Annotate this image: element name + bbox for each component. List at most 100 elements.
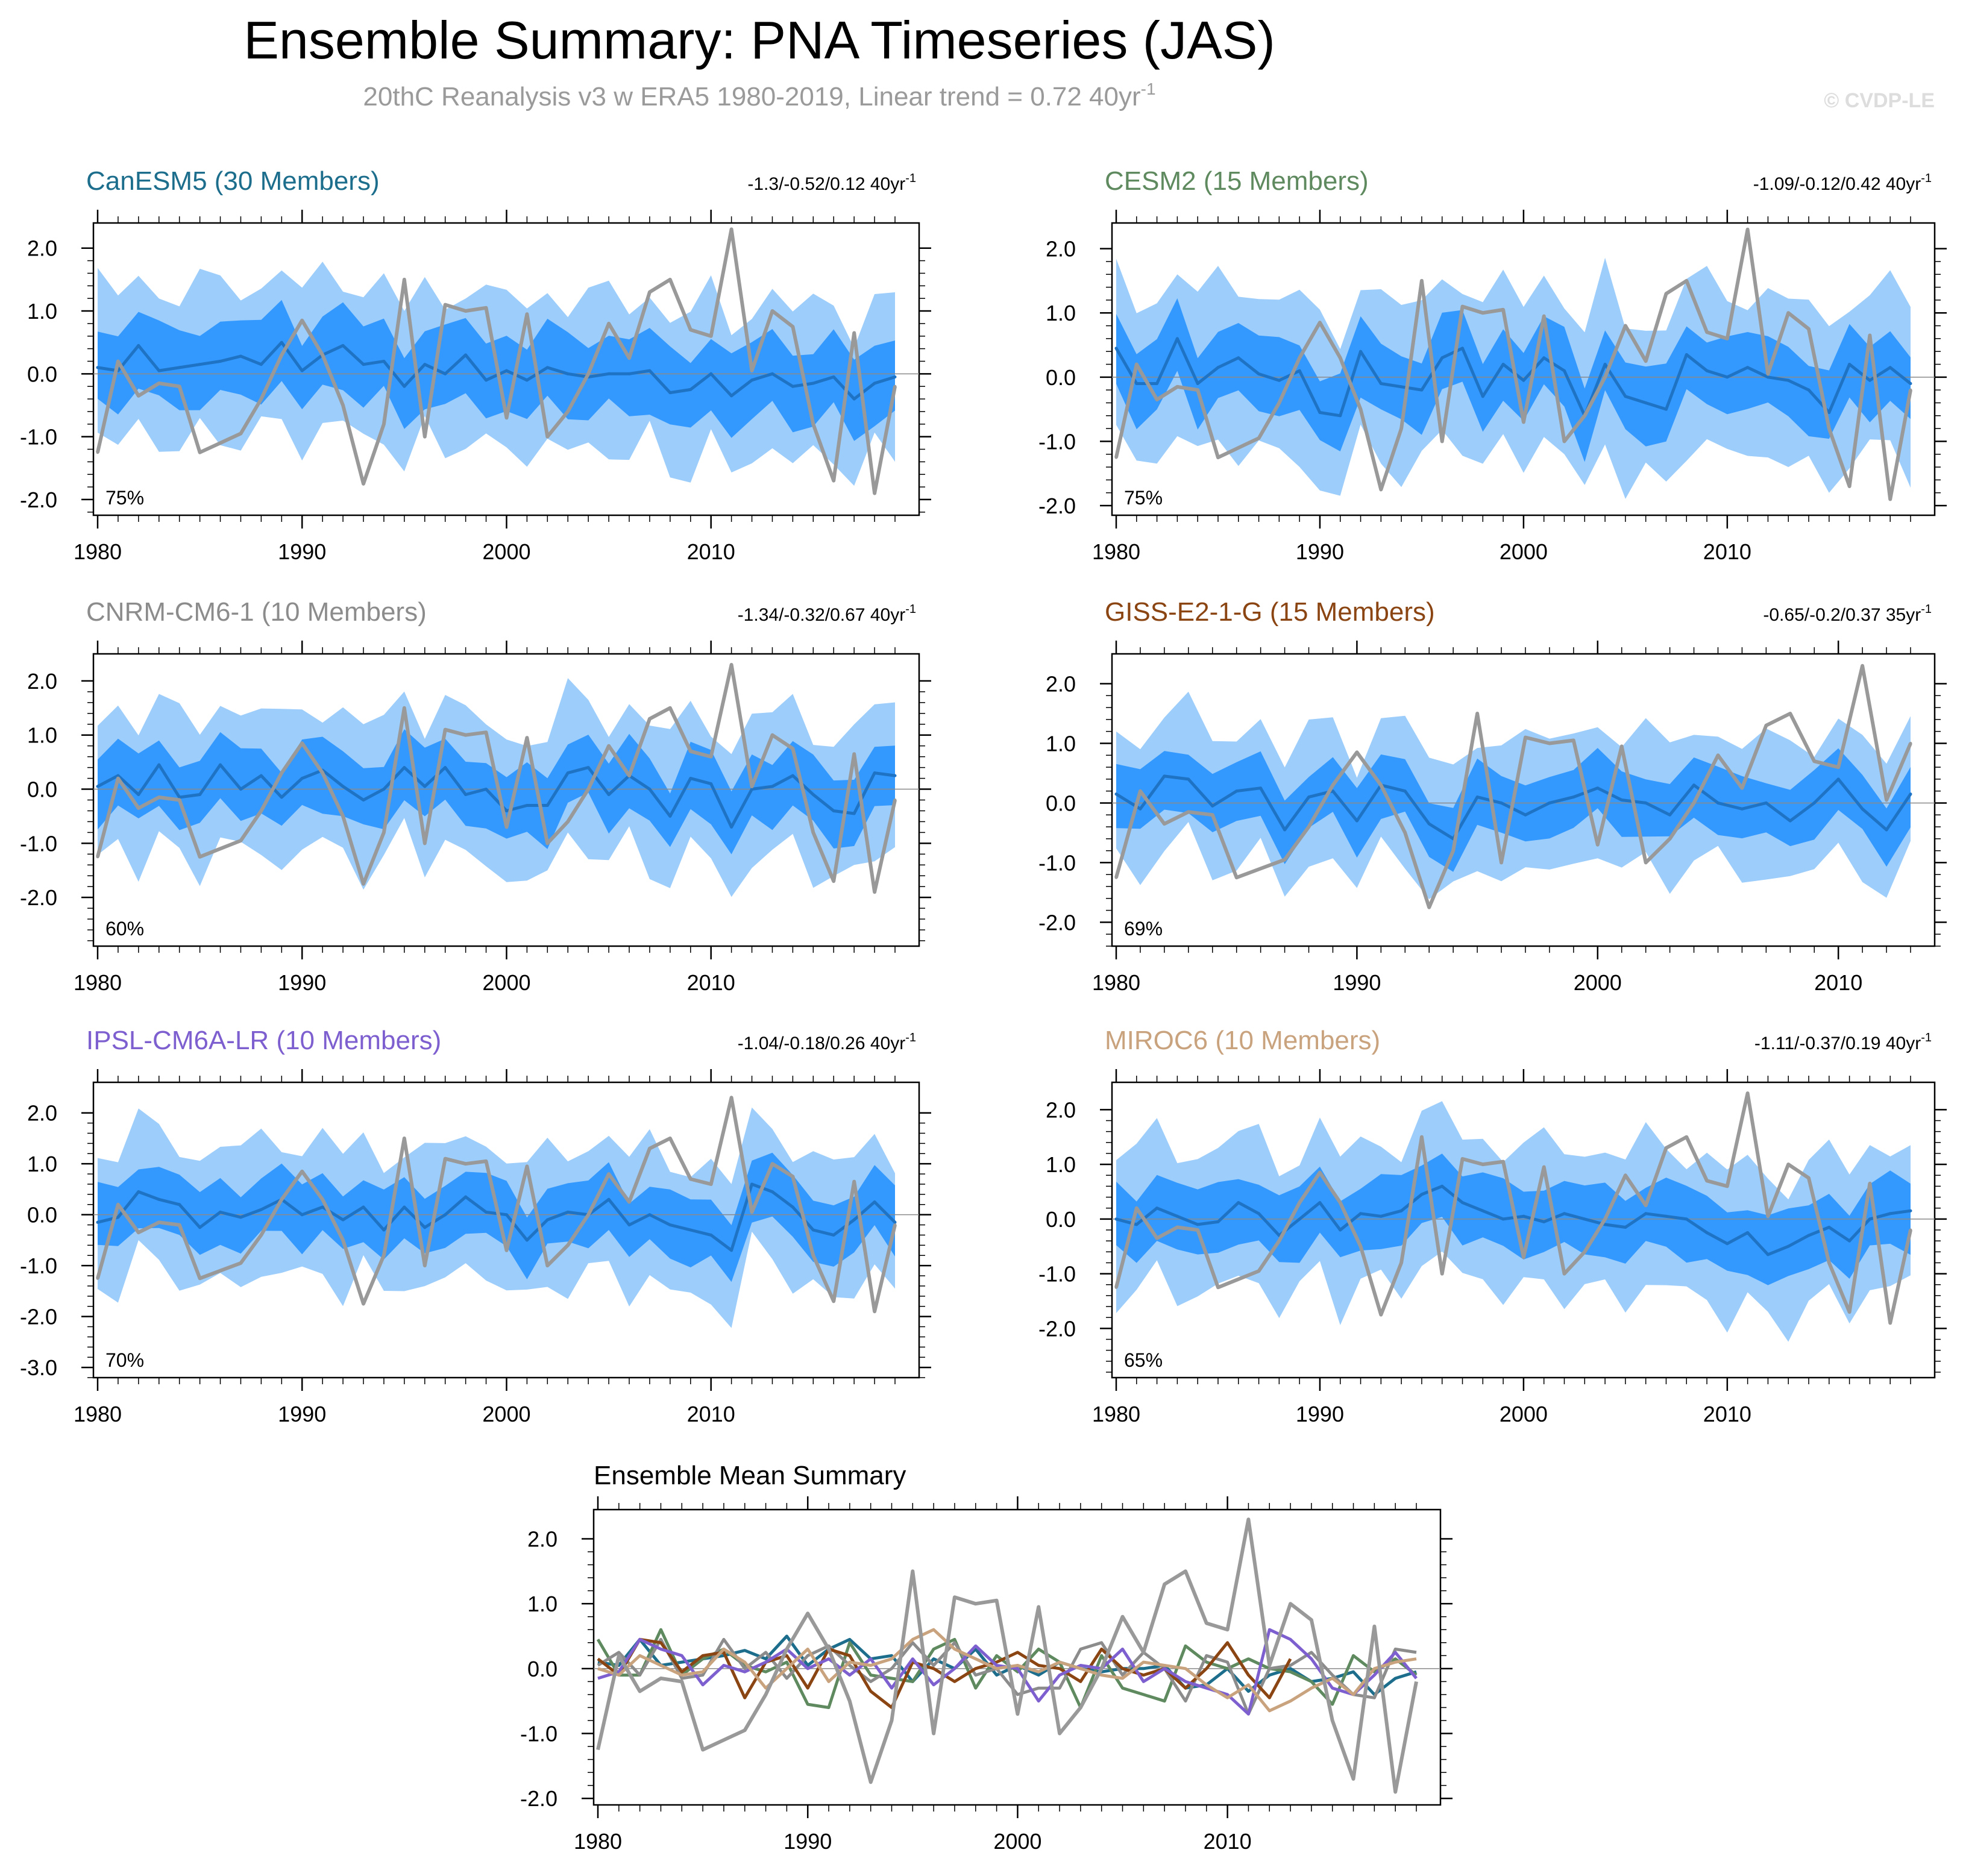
observed-point [1583,414,1586,418]
ensemble-mean-point [198,1226,202,1229]
observed-point [750,369,753,372]
ensemble-mean-point [403,1205,406,1209]
ensemble-mean-point [1861,807,1864,811]
observed-point [1746,228,1750,231]
observed-point [137,806,140,810]
ensemble-mean-point [1644,1212,1648,1216]
observed-point [771,309,774,313]
ensemble-mean-point [1665,407,1668,411]
ensemble-mean-point [545,804,549,807]
observed-point [525,1164,529,1168]
observed-point [709,755,713,759]
y-tick-label: -2.0 [20,885,57,910]
observed-point [1298,356,1301,360]
observed-point [444,303,447,307]
y-tick-label: 2.0 [27,236,57,261]
x-tick-label: 2010 [1814,970,1862,995]
observed-point [1644,861,1648,864]
observed-point [586,788,590,791]
percent-within-label: 75% [105,487,144,509]
ensemble-mean-point [1196,382,1199,385]
trend-label: -1.04/-0.18/0.26 40yr-1 [738,1031,916,1053]
observed-point [1572,739,1575,742]
ensemble-mean-point [1461,347,1464,350]
y-tick-label: 1.0 [1046,731,1076,756]
x-tick-label: 1990 [278,539,326,564]
ensemble-mean-point [1624,1226,1627,1229]
y-tick-label: 0.0 [1046,365,1076,390]
observed-point [1307,825,1310,829]
observed-point [1665,292,1668,295]
ensemble-mean-point [423,1226,427,1229]
observed-point [1155,1237,1159,1240]
ensemble-mean-point [668,391,672,395]
observed-point [382,830,386,834]
panel-cesm2: 2.0 1.0 0.0 -1.0 -2.0 1980 1990 2000 2010 CESM2 (… [1038,166,1947,564]
ensemble-mean-point [1583,1217,1586,1221]
x-tick-label: 2000 [482,970,530,995]
y-tick-label: -1.0 [520,1722,557,1746]
y-tick-label: 2.0 [27,1101,57,1126]
trend-label: -1.3/-0.52/0.12 40yr-1 [747,172,916,194]
ensemble-mean-point [444,372,447,375]
ensemble-mean-point [178,1203,181,1206]
trend-label: -1.09/-0.12/0.42 40yr-1 [1753,172,1932,194]
x-tick-label: 2010 [687,1402,735,1426]
observed-point [1500,861,1503,864]
ensemble-mean-point [1257,1212,1261,1216]
observed-point [1461,1157,1464,1161]
observed-point [1596,843,1600,847]
observed-point [137,394,140,398]
figure-subtitle: 20thC Reanalysis v3 w ERA5 1980-2019, Li… [363,80,1155,111]
ensemble-mean-point [1257,372,1261,375]
observed-point [280,353,283,357]
observed-point [1235,876,1239,879]
observed-point [730,227,733,231]
observed-point [811,1253,815,1257]
ensemble-mean-point [116,1216,120,1219]
ensemble-mean-point [1909,792,1912,796]
observed-point [321,771,324,775]
ensemble-mean-point [1624,395,1627,398]
ensemble-mean-point [1235,789,1239,793]
x-tick-label: 1980 [574,1829,622,1854]
ensemble-mean-point [566,372,570,375]
panel-canesm5: 2.0 1.0 0.0 -1.0 -2.0 1980 1990 2000 2010 CanESM5… [20,166,931,564]
ensemble-mean-point [1175,1214,1179,1218]
ensemble-mean-point [157,1197,161,1201]
ensemble-mean-point [1668,813,1672,817]
observed-point [219,847,222,850]
ensemble-mean-point [1339,1228,1342,1232]
observed-point [1692,801,1695,805]
observed-point [485,730,488,734]
ensemble-mean-point [464,1195,468,1199]
ensemble-mean-point [1522,378,1525,382]
observed-point [178,384,181,388]
trend-label: -0.65/-0.2/0.37 35yr-1 [1763,603,1932,625]
observed-point [750,1210,753,1214]
observed-point [586,372,590,375]
trend-superscript: -1 [905,1031,916,1044]
ensemble-mean-point [1603,1223,1607,1226]
trend-label: -1.11/-0.37/0.19 40yr-1 [1754,1031,1932,1053]
y-tick-label: 1.0 [527,1592,557,1616]
observed-point [1379,1313,1383,1317]
ensemble-mean-point [586,766,590,770]
ensemble-mean-point [1542,356,1546,360]
ensemble-mean-point [709,1233,713,1237]
observed-point [771,1162,774,1165]
observed-point [505,825,508,829]
panel-summary: 2.0 1.0 0.0 -1.0 -2.0 1980 1990 2000 2010 Ensembl… [520,1461,1453,1854]
observed-point [362,482,365,486]
ensemble-mean-point [1399,1209,1403,1212]
observed-point [893,1223,897,1227]
observed-point [525,312,529,316]
x-tick-label: 2010 [687,539,735,564]
ensemble-mean-point [689,387,693,391]
ensemble-mean-line [97,340,896,401]
observed-point [832,1299,835,1303]
ensemble-mean-point [239,788,242,791]
ensemble-mean-point [525,378,529,382]
ensemble-mean-point [382,1228,386,1232]
panel-title: GISS-E2-1-G (15 Members) [1105,597,1435,627]
